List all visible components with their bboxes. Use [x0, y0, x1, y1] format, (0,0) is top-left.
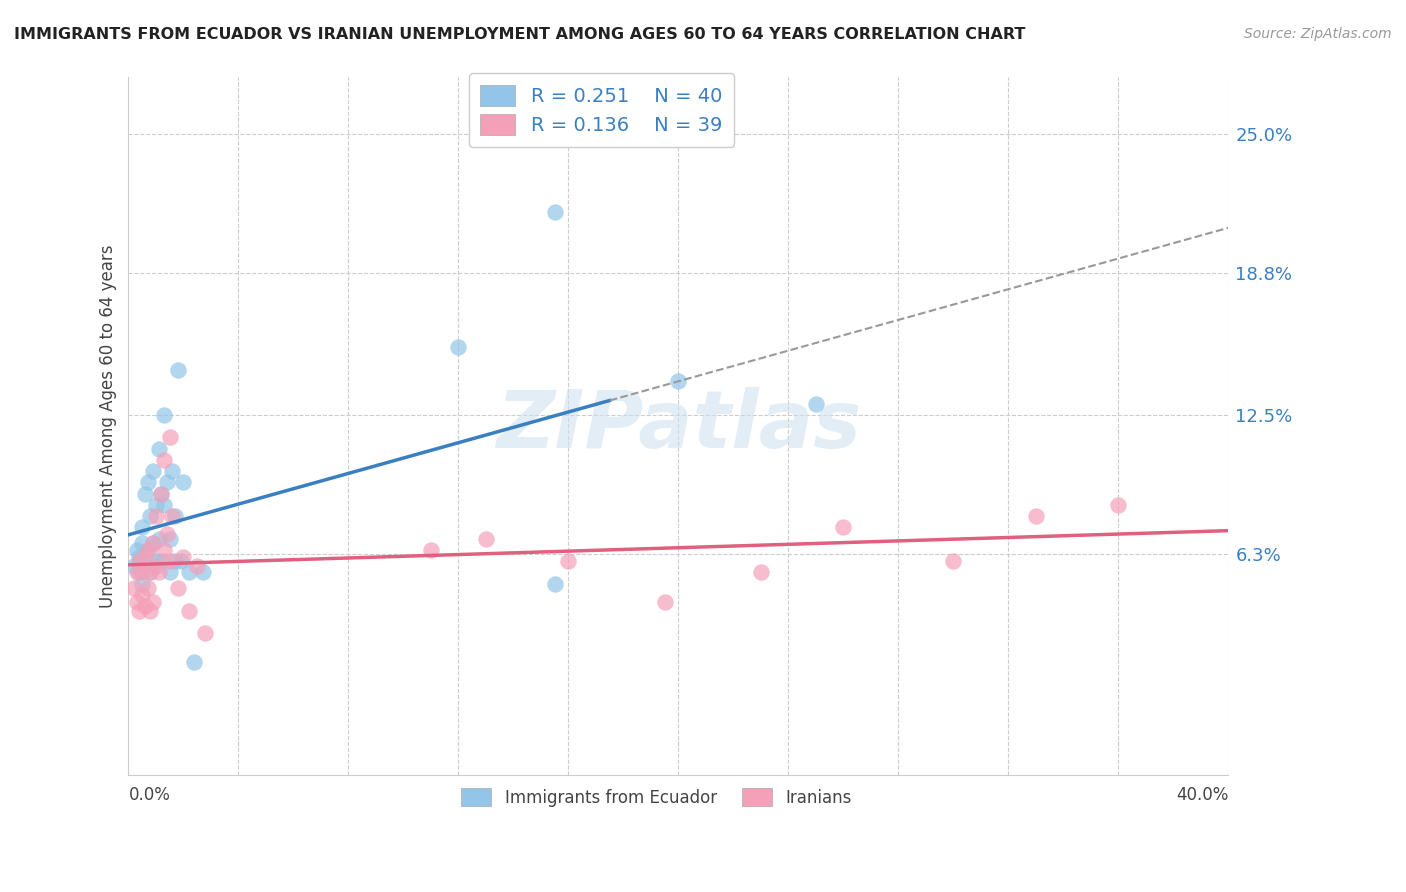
Point — [942, 554, 965, 568]
Point — [128, 566, 150, 580]
Point — [159, 566, 181, 580]
Point — [1107, 498, 1129, 512]
Point — [134, 486, 156, 500]
Point — [167, 581, 190, 595]
Point — [139, 566, 162, 580]
Point — [159, 554, 181, 568]
Point — [128, 549, 150, 564]
Point — [139, 604, 162, 618]
Point — [145, 554, 167, 568]
Point — [134, 554, 156, 568]
Point — [134, 599, 156, 613]
Point — [654, 594, 676, 608]
Text: 0.0%: 0.0% — [128, 786, 170, 804]
Point — [125, 566, 148, 580]
Point — [194, 626, 217, 640]
Point — [170, 554, 193, 568]
Point — [136, 542, 159, 557]
Text: IMMIGRANTS FROM ECUADOR VS IRANIAN UNEMPLOYMENT AMONG AGES 60 TO 64 YEARS CORREL: IMMIGRANTS FROM ECUADOR VS IRANIAN UNEMP… — [14, 27, 1025, 42]
Point — [145, 509, 167, 524]
Point — [150, 486, 173, 500]
Point — [142, 536, 165, 550]
Point — [148, 442, 170, 456]
Point — [150, 486, 173, 500]
Point — [153, 542, 176, 557]
Point — [557, 554, 579, 568]
Point — [142, 594, 165, 608]
Point — [156, 527, 179, 541]
Point — [804, 397, 827, 411]
Point — [153, 453, 176, 467]
Point — [122, 558, 145, 573]
Point — [475, 532, 498, 546]
Point — [832, 520, 855, 534]
Point — [125, 542, 148, 557]
Point — [136, 581, 159, 595]
Point — [162, 464, 184, 478]
Point — [183, 656, 205, 670]
Point — [136, 475, 159, 490]
Text: ZIPatlas: ZIPatlas — [496, 387, 860, 465]
Point — [544, 576, 567, 591]
Point — [172, 549, 194, 564]
Point — [159, 532, 181, 546]
Point — [1025, 509, 1047, 524]
Point — [125, 594, 148, 608]
Point — [167, 363, 190, 377]
Text: 40.0%: 40.0% — [1175, 786, 1229, 804]
Point — [447, 340, 470, 354]
Point — [668, 374, 690, 388]
Point — [148, 532, 170, 546]
Point — [156, 475, 179, 490]
Point — [128, 554, 150, 568]
Point — [139, 509, 162, 524]
Point — [186, 558, 208, 573]
Point — [131, 576, 153, 591]
Point — [172, 475, 194, 490]
Point — [420, 542, 443, 557]
Point — [139, 566, 162, 580]
Point — [136, 542, 159, 557]
Legend: Immigrants from Ecuador, Iranians: Immigrants from Ecuador, Iranians — [453, 780, 860, 815]
Point — [177, 566, 200, 580]
Y-axis label: Unemployment Among Ages 60 to 64 years: Unemployment Among Ages 60 to 64 years — [100, 244, 117, 607]
Point — [162, 509, 184, 524]
Point — [150, 554, 173, 568]
Point — [159, 430, 181, 444]
Point — [131, 520, 153, 534]
Point — [131, 588, 153, 602]
Point — [122, 581, 145, 595]
Point — [153, 498, 176, 512]
Point — [142, 536, 165, 550]
Point — [145, 498, 167, 512]
Point — [165, 509, 187, 524]
Point — [134, 549, 156, 564]
Point — [153, 408, 176, 422]
Text: Source: ZipAtlas.com: Source: ZipAtlas.com — [1244, 27, 1392, 41]
Point — [145, 558, 167, 573]
Point — [142, 464, 165, 478]
Point — [165, 554, 187, 568]
Point — [749, 566, 772, 580]
Point — [191, 566, 214, 580]
Point — [148, 566, 170, 580]
Point — [131, 566, 153, 580]
Point — [128, 604, 150, 618]
Point — [131, 536, 153, 550]
Point — [177, 604, 200, 618]
Point — [544, 205, 567, 219]
